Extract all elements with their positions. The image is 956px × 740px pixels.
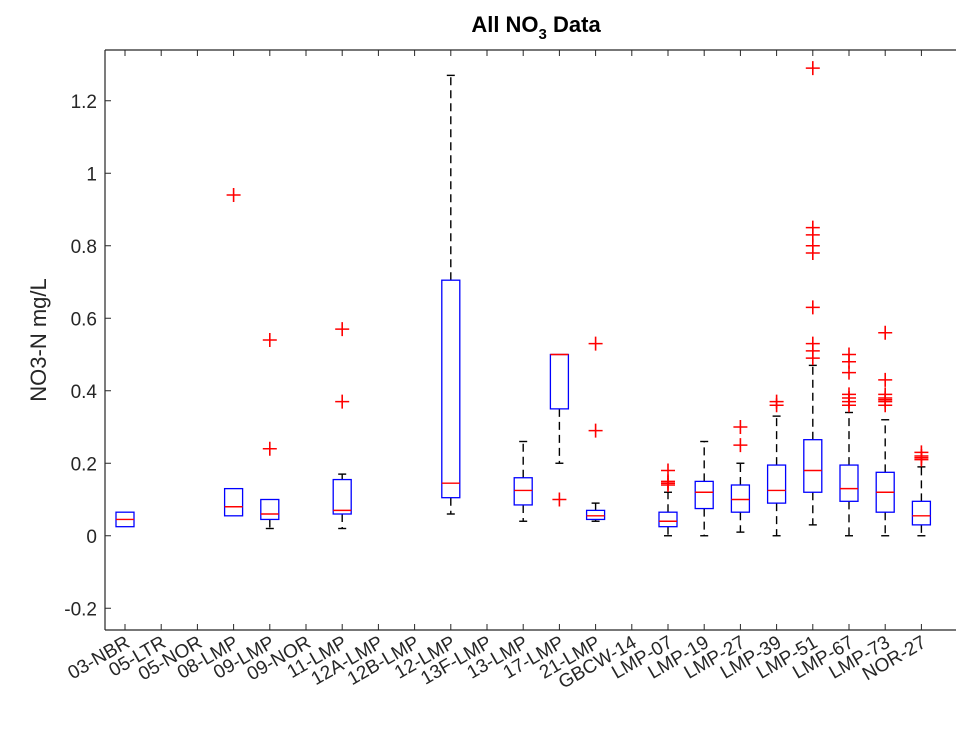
- outlier-marker: [262, 441, 277, 456]
- outlier-marker: [588, 423, 603, 438]
- box-iqr: [513, 477, 533, 506]
- outlier-marker: [805, 300, 820, 315]
- box-group: [839, 347, 859, 537]
- box-iqr: [585, 509, 606, 521]
- box-iqr: [441, 279, 461, 499]
- box-group: [658, 463, 678, 537]
- box-group: [549, 353, 570, 507]
- box-group: [441, 74, 461, 515]
- box-iqr: [694, 480, 714, 510]
- box-iqr: [223, 487, 244, 517]
- outlier-marker: [878, 325, 893, 340]
- box-iqr: [332, 478, 352, 515]
- box-iqr: [911, 500, 932, 526]
- outlier-marker: [226, 188, 241, 202]
- y-tick-label: 0.6: [71, 309, 97, 330]
- box-iqr: [803, 439, 823, 493]
- outlier-marker: [262, 333, 277, 347]
- box-iqr: [766, 464, 787, 504]
- outlier-marker: [805, 61, 820, 76]
- y-tick-label: 0.8: [71, 237, 97, 258]
- outlier-marker: [842, 387, 856, 402]
- box-group: [730, 420, 751, 533]
- outlier-marker: [335, 394, 350, 409]
- x-ticks: 03-NBR05-LTR05-NOR08-LMP09-LMP09-NOR11-L…: [64, 50, 930, 693]
- outlier-marker: [878, 372, 893, 387]
- outlier-marker: [733, 420, 748, 434]
- plot-marks: [115, 61, 932, 537]
- outlier-marker: [588, 336, 603, 351]
- y-tick-label: 1.2: [71, 92, 97, 113]
- box-iqr: [260, 498, 280, 521]
- outlier-marker: [661, 463, 675, 478]
- box-iqr: [839, 464, 859, 502]
- box-group: [694, 440, 714, 537]
- y-axis-label: NO3-N mg/L: [26, 278, 51, 401]
- box-group: [223, 188, 244, 517]
- box-group: [332, 322, 352, 530]
- y-ticks: -0.2 0 0.2 0.4 0.6 0.8 1 1.2: [64, 92, 111, 620]
- box-group: [766, 394, 787, 537]
- plot-axes: [104, 49, 956, 631]
- outlier-marker: [805, 220, 820, 235]
- box-group: [260, 333, 280, 530]
- outlier-marker: [335, 322, 350, 337]
- outlier-marker: [769, 394, 784, 409]
- box-iqr: [549, 353, 570, 410]
- outlier-marker: [914, 445, 929, 460]
- outlier-marker: [878, 387, 893, 402]
- box-iqr: [658, 511, 678, 528]
- chart-title: All NO3 Data: [471, 12, 601, 43]
- y-tick-label: -0.2: [64, 599, 97, 620]
- box-group: [115, 511, 135, 528]
- box-group: [911, 445, 932, 537]
- box-group: [875, 325, 895, 537]
- outlier-marker: [552, 492, 567, 507]
- outlier-marker: [842, 347, 856, 362]
- box-group: [513, 440, 533, 522]
- y-tick-label: 1: [86, 164, 97, 185]
- y-tick-label: 0: [86, 527, 97, 548]
- outlier-marker: [733, 438, 748, 453]
- outlier-marker: [805, 336, 820, 351]
- y-tick-label: 0.2: [71, 454, 97, 475]
- box-group: [803, 61, 823, 526]
- y-tick-label: 0.4: [71, 382, 98, 403]
- box-group: [585, 336, 606, 522]
- box-iqr: [730, 484, 751, 513]
